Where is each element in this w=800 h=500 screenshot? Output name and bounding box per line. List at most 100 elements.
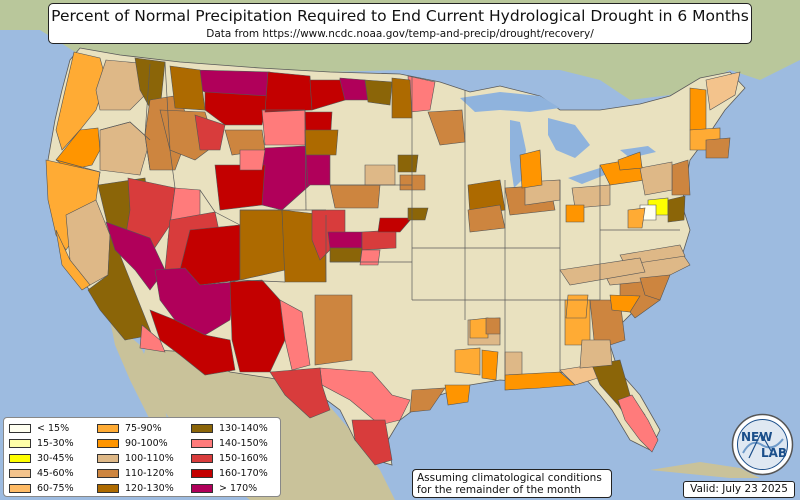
region-wy-red: [194, 114, 226, 151]
legend-label: < 15%: [37, 423, 70, 434]
region-va-orange: [627, 207, 646, 229]
valid-date: Valid: July 23 2025: [683, 481, 795, 498]
region-mw-orange1: [519, 149, 543, 189]
region-mn-brown: [364, 79, 393, 106]
legend-label: 140-150%: [219, 438, 268, 449]
map-subtitle: Data from https://www.ncdc.noaa.gov/temp…: [206, 28, 594, 40]
lake-superior: [460, 92, 560, 112]
region-ks-salmon: [361, 229, 397, 251]
region-ga-tan: [579, 339, 613, 369]
legend-item: 75-90%: [97, 421, 174, 436]
region-az-salmon: [139, 324, 166, 353]
logo-text-top: NEW: [741, 430, 772, 444]
region-ne-tan: [364, 164, 396, 186]
note-line-1: Assuming climatological conditions: [417, 472, 602, 484]
legend-label: 100-110%: [125, 453, 174, 464]
legend-column-2: 75-90% 90-100% 100-110% 110-120% 120-130…: [97, 421, 174, 496]
legend-label: 130-140%: [219, 423, 268, 434]
legend-swatch: [191, 424, 213, 433]
region-nj-copper: [671, 159, 691, 196]
region-mt-red: [204, 91, 269, 126]
region-ne-copper: [329, 184, 381, 209]
region-nm-salmon: [279, 299, 311, 371]
region-ia-copper: [399, 174, 426, 191]
legend-label: 60-75%: [37, 483, 74, 494]
region-wy-salmon: [261, 109, 306, 146]
legend-item: 90-100%: [97, 436, 174, 451]
legend-swatch: [97, 454, 119, 463]
legend-item: 100-110%: [97, 451, 174, 466]
legend-swatch: [191, 484, 213, 493]
legend-swatch: [191, 469, 213, 478]
legend-swatch: [97, 439, 119, 448]
legend-label: 45-60%: [37, 468, 74, 479]
legend-column-3: 130-140% 140-150% 150-160% 160-170% > 17…: [191, 421, 268, 496]
region-ne-magenta: [305, 154, 331, 186]
legend-swatch: [9, 439, 31, 448]
region-ok-brown: [239, 209, 286, 281]
legend-item: 15-30%: [9, 436, 74, 451]
baja-land: [110, 320, 170, 430]
legend-label: > 170%: [219, 483, 258, 494]
legend-label: 110-120%: [125, 468, 174, 479]
legend-swatch: [191, 439, 213, 448]
region-ok-brown-small: [329, 247, 363, 263]
region-mw-copper1: [467, 204, 506, 233]
legend-label: 90-100%: [125, 438, 168, 449]
legend-label: 30-45%: [37, 453, 74, 464]
legend-item: < 15%: [9, 421, 74, 436]
legend-item: 30-45%: [9, 451, 74, 466]
legend-column-1: < 15% 15-30% 30-45% 45-60% 60-75%: [9, 421, 74, 496]
legend-item: 45-60%: [9, 466, 74, 481]
region-mw-orange2: [565, 204, 585, 223]
region-ca-coast: [55, 229, 91, 291]
legend-swatch: [9, 424, 31, 433]
legend-label: 120-130%: [125, 483, 174, 494]
legend-item: 130-140%: [191, 421, 268, 436]
region-mt-brown: [169, 65, 206, 111]
region-co-salmon: [239, 149, 266, 171]
region-sd-crimson: [309, 79, 346, 111]
lake-huron: [548, 118, 590, 158]
legend-swatch: [9, 484, 31, 493]
region-nv-magenta: [105, 221, 166, 291]
region-mo-brown: [397, 154, 419, 173]
region-me-tan: [705, 71, 741, 111]
region-az-magenta: [154, 267, 236, 336]
legend-item: 60-75%: [9, 481, 74, 496]
legend-swatch: [97, 484, 119, 493]
region-al-copper: [485, 317, 501, 335]
legend-swatch: [9, 469, 31, 478]
region-tx-orange: [444, 384, 471, 406]
state-borders: [55, 61, 680, 380]
region-sc-orange: [609, 294, 641, 313]
legend-item: 160-170%: [191, 466, 268, 481]
legend-swatch: [9, 454, 31, 463]
region-mn-brown2: [391, 77, 413, 119]
region-ne-orange: [689, 87, 707, 131]
caribbean-land: [650, 462, 760, 478]
region-tx-salmon: [319, 367, 411, 426]
region-fl-panhandle: [504, 371, 576, 391]
newlab-logo: NEW LAB: [731, 413, 794, 476]
region-tn-tan: [559, 257, 646, 286]
legend-item: > 170%: [191, 481, 268, 496]
region-al-orange: [565, 294, 589, 319]
region-mi-orange: [617, 151, 643, 171]
region-tx-copper2: [409, 387, 446, 413]
region-mw-tan2: [571, 184, 611, 209]
region-tx-copper: [314, 294, 353, 366]
region-md-brown: [667, 195, 686, 223]
region-tx-red-south: [351, 419, 393, 466]
legend-item: 110-120%: [97, 466, 174, 481]
assumption-note: Assuming climatological conditions for t…: [412, 469, 612, 498]
region-tx-red: [269, 367, 331, 419]
region-ks-salmon-small: [359, 249, 381, 266]
legend-swatch: [191, 454, 213, 463]
region-co-crimson: [179, 224, 241, 286]
legend-label: 15-30%: [37, 438, 74, 449]
region-ny-tan: [639, 161, 673, 196]
lake-ontario: [620, 146, 656, 158]
legend-label: 150-160%: [219, 453, 268, 464]
region-ks-brown2: [407, 207, 429, 221]
